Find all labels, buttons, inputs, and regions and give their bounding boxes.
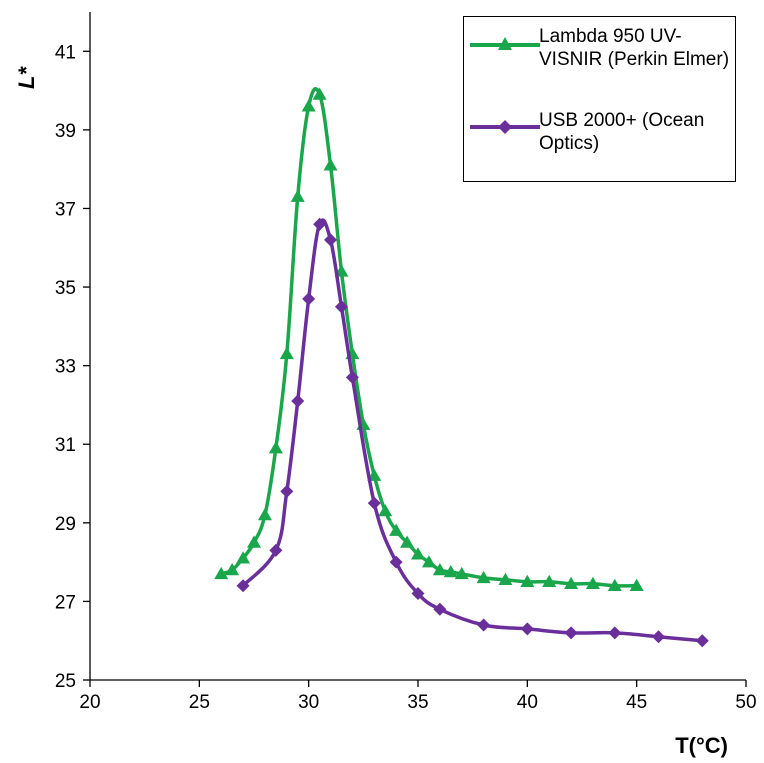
data-point-diamond bbox=[345, 370, 359, 384]
series-layer bbox=[214, 86, 709, 648]
data-point-triangle bbox=[214, 566, 229, 580]
data-point-triangle bbox=[378, 504, 393, 517]
legend-swatch-usb-2000 bbox=[470, 120, 540, 134]
x-tick-label: 25 bbox=[189, 692, 210, 713]
legend-item-usb-2000: USB 2000+ (Ocean Optics) bbox=[464, 109, 735, 161]
x-tick-label: 45 bbox=[626, 692, 647, 713]
series-usb-2000 bbox=[236, 217, 709, 648]
y-axis-title: L* bbox=[14, 66, 39, 89]
x-tick-label: 40 bbox=[517, 692, 538, 713]
y-tick-label: 33 bbox=[55, 357, 76, 378]
data-point-diamond bbox=[302, 292, 316, 306]
data-point-diamond bbox=[324, 233, 338, 247]
legend-label-lambda-950: Lambda 950 UV-VISNIR (Perkin Elmer) bbox=[539, 26, 730, 70]
data-point-triangle bbox=[290, 189, 305, 202]
x-tick-label: 35 bbox=[407, 692, 428, 713]
y-tick-label: 27 bbox=[55, 592, 76, 613]
x-tick-label: 50 bbox=[735, 692, 756, 713]
data-point-triangle bbox=[400, 535, 415, 548]
data-point-triangle bbox=[542, 574, 557, 588]
data-point-triangle bbox=[432, 562, 447, 576]
data-point-triangle bbox=[279, 346, 294, 360]
x-axis-title: T(°C) bbox=[675, 733, 728, 758]
data-point-triangle bbox=[498, 572, 513, 586]
data-point-triangle bbox=[236, 551, 251, 564]
legend-label-usb-2000: USB 2000+ (Ocean Optics) bbox=[539, 110, 705, 154]
data-point-diamond bbox=[433, 602, 447, 616]
data-point-triangle bbox=[268, 441, 283, 454]
data-point-diamond bbox=[389, 555, 403, 569]
data-point-diamond bbox=[520, 622, 534, 636]
y-tick-label: 37 bbox=[55, 199, 76, 220]
y-tick-label: 35 bbox=[55, 278, 76, 299]
data-point-diamond bbox=[652, 630, 666, 644]
data-point-triangle bbox=[443, 564, 458, 578]
data-point-triangle bbox=[312, 87, 327, 100]
x-tick-label: 20 bbox=[79, 692, 100, 713]
data-point-triangle bbox=[257, 507, 272, 521]
data-point-diamond bbox=[291, 394, 305, 408]
data-point-triangle bbox=[411, 547, 425, 560]
data-point-triangle bbox=[247, 535, 261, 548]
data-point-diamond bbox=[236, 579, 250, 593]
data-point-diamond bbox=[367, 496, 381, 510]
x-tick-label: 30 bbox=[298, 692, 319, 713]
y-tick-label: 39 bbox=[55, 121, 76, 142]
data-point-diamond bbox=[608, 626, 622, 640]
legend-item-lambda-950: Lambda 950 UV-VISNIR (Perkin Elmer) bbox=[464, 25, 735, 99]
data-point-triangle bbox=[564, 576, 579, 589]
data-point-triangle bbox=[454, 566, 469, 580]
data-point-diamond bbox=[564, 626, 578, 640]
data-point-diamond bbox=[695, 634, 709, 648]
data-point-diamond bbox=[313, 217, 327, 231]
legend: Lambda 950 UV-VISNIR (Perkin Elmer) USB … bbox=[463, 16, 736, 182]
data-point-diamond bbox=[477, 618, 491, 632]
y-tick-label: 41 bbox=[55, 42, 76, 63]
data-point-diamond bbox=[334, 300, 348, 314]
data-point-triangle bbox=[607, 578, 622, 591]
data-point-triangle bbox=[585, 576, 600, 589]
y-tick-label: 29 bbox=[55, 514, 76, 535]
legend-swatch-lambda-950 bbox=[470, 37, 540, 50]
data-point-triangle bbox=[389, 523, 404, 536]
data-point-triangle bbox=[301, 99, 316, 112]
data-point-diamond bbox=[269, 543, 283, 557]
y-tick-label: 25 bbox=[55, 671, 76, 692]
data-point-triangle bbox=[225, 562, 240, 576]
y-tick-label: 31 bbox=[55, 435, 76, 456]
data-point-triangle bbox=[421, 555, 436, 568]
data-point-diamond bbox=[411, 587, 425, 601]
data-point-triangle bbox=[476, 570, 491, 584]
data-point-diamond bbox=[280, 484, 294, 498]
data-point-triangle bbox=[629, 578, 644, 591]
data-point-triangle bbox=[323, 158, 338, 171]
data-point-triangle bbox=[520, 574, 535, 588]
